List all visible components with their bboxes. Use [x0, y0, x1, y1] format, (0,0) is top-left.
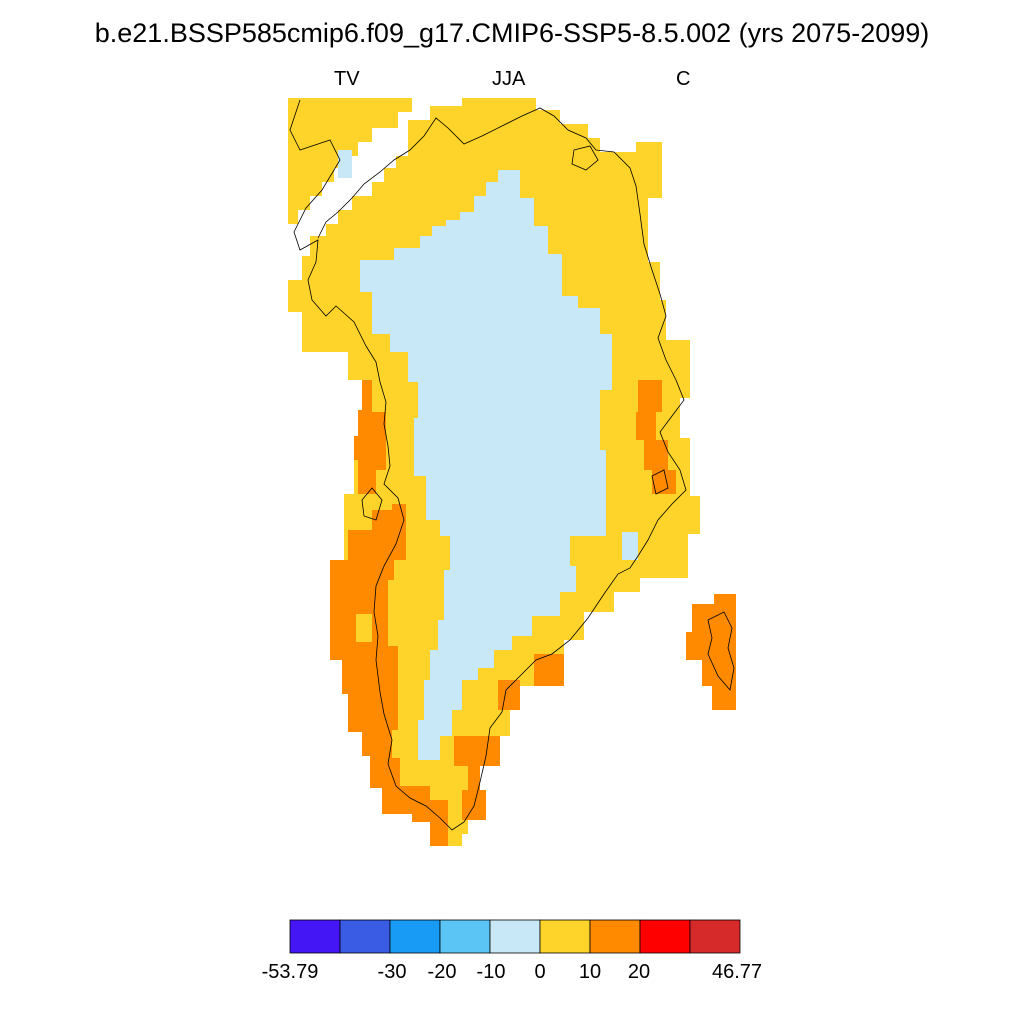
- colorbar-box: [289, 919, 341, 954]
- coastline-path: [571, 145, 599, 171]
- field-mid-region: [288, 98, 412, 224]
- colorbar-box: [539, 919, 591, 954]
- field-high-region: [330, 504, 448, 846]
- colorbar-tick-label: 20: [627, 961, 651, 983]
- colorbar: [289, 919, 741, 954]
- colorbar-box: [389, 919, 441, 954]
- field-mid-cell: [356, 614, 372, 642]
- colorbar-tick-label: -30: [377, 961, 407, 983]
- colorbar-tick-label: -20: [427, 961, 457, 983]
- colorbar-box: [589, 919, 641, 954]
- colorbar-tick-label: 0: [534, 961, 546, 983]
- field-layer: [288, 98, 736, 846]
- colorbar-box: [489, 919, 541, 954]
- coastline: [289, 99, 735, 831]
- field-high-region: [636, 380, 676, 494]
- field-high-region: [534, 654, 564, 686]
- subtitle-left: TV: [334, 68, 360, 90]
- field-high-region: [454, 736, 500, 790]
- colorbar-tick-label: 10: [578, 961, 602, 983]
- colorbar-box: [689, 919, 741, 954]
- coastline-path: [651, 469, 669, 495]
- plot-title: b.e21.BSSP585cmip6.f09_g17.CMIP6-SSP5-8.…: [94, 18, 930, 48]
- subtitle-center: JJA: [492, 68, 526, 90]
- colorbar-tick-label: -10: [476, 961, 506, 983]
- colorbar-box: [439, 919, 491, 954]
- subtitle-right: C: [676, 68, 691, 90]
- field-low-region: [360, 170, 612, 760]
- coastline-path: [707, 611, 735, 691]
- field-low-cell: [622, 532, 638, 560]
- coastline-path: [361, 487, 383, 521]
- colorbar-box: [639, 919, 691, 954]
- field-high-region: [354, 380, 386, 494]
- coastline-path: [289, 99, 687, 831]
- colorbar-tick-label: 46.77: [711, 961, 763, 983]
- field-low-cell: [338, 150, 352, 178]
- field-high-region: [686, 594, 736, 710]
- colorbar-box: [339, 919, 391, 954]
- colorbar-tick-label: -53.79: [261, 961, 319, 983]
- field-high-region: [498, 680, 520, 710]
